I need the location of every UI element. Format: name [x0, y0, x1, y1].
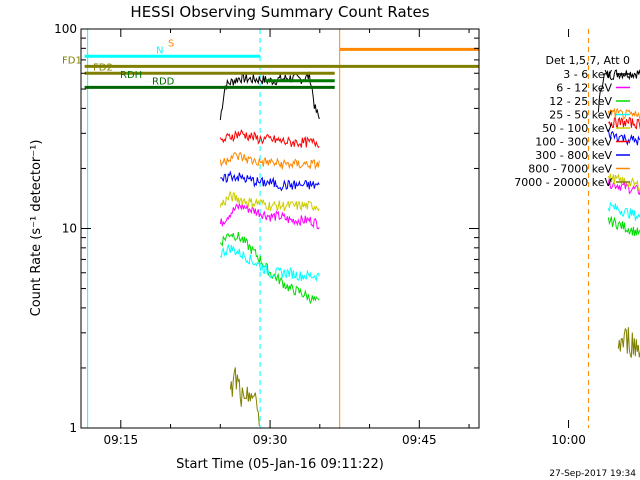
x-tick-label: 09:45 — [402, 433, 437, 447]
plot-frame — [80, 28, 480, 429]
legend-title: Det 1,5,7, Att 0 — [546, 54, 630, 67]
flag-label: RDH — [120, 70, 142, 81]
legend-entry-label: 100 - 300 keV — [535, 136, 612, 149]
series-line — [219, 151, 320, 171]
series-line — [607, 173, 640, 192]
y-tick-label: 100 — [54, 22, 77, 36]
series-line — [220, 170, 320, 192]
series-line — [229, 367, 260, 427]
chart-title: HESSI Observing Summary Count Rates — [130, 3, 429, 21]
legend-entry-label: 800 - 7000 keV — [528, 163, 612, 176]
legend-entry-label: 25 - 50 keV — [549, 109, 612, 122]
series-line — [219, 243, 320, 283]
series-line — [219, 191, 320, 212]
y-axis-label: Count Rate (s⁻¹ detector⁻¹) — [29, 140, 44, 317]
legend-entry-label: 50 - 100 keV — [542, 122, 612, 135]
x-axis-label: Start Time (05-Jan-16 09:11:22) — [176, 457, 384, 472]
datestamp: 27-Sep-2017 19:34 — [549, 469, 636, 479]
flag-label: FD2 — [93, 62, 113, 73]
flag-label: S — [168, 38, 174, 49]
x-tick-label: 10:00 — [551, 433, 586, 447]
flag-label: RDD — [152, 76, 175, 87]
flag-label: FD1 — [62, 55, 82, 66]
series-line — [607, 201, 640, 221]
x-tick-label: 09:30 — [253, 433, 288, 447]
legend-entry-label: 6 - 12 keV — [556, 82, 612, 95]
legend-entry-label: 7000 - 20000 keV — [514, 176, 612, 189]
series-line — [219, 71, 320, 121]
legend-entry-label: 3 - 6 keV — [563, 68, 612, 81]
y-tick-label: 10 — [62, 222, 77, 236]
series-line — [219, 232, 320, 305]
y-tick-label: 1 — [69, 421, 77, 435]
series-line — [617, 327, 640, 358]
legend-entry-label: 300 - 800 keV — [535, 149, 612, 162]
series-line — [219, 202, 320, 230]
flag-label: N — [156, 45, 163, 56]
series-line — [607, 216, 640, 237]
x-tick-label: 09:15 — [104, 433, 139, 447]
legend-entry-label: 12 - 25 keV — [549, 95, 612, 108]
series-line — [219, 129, 320, 149]
